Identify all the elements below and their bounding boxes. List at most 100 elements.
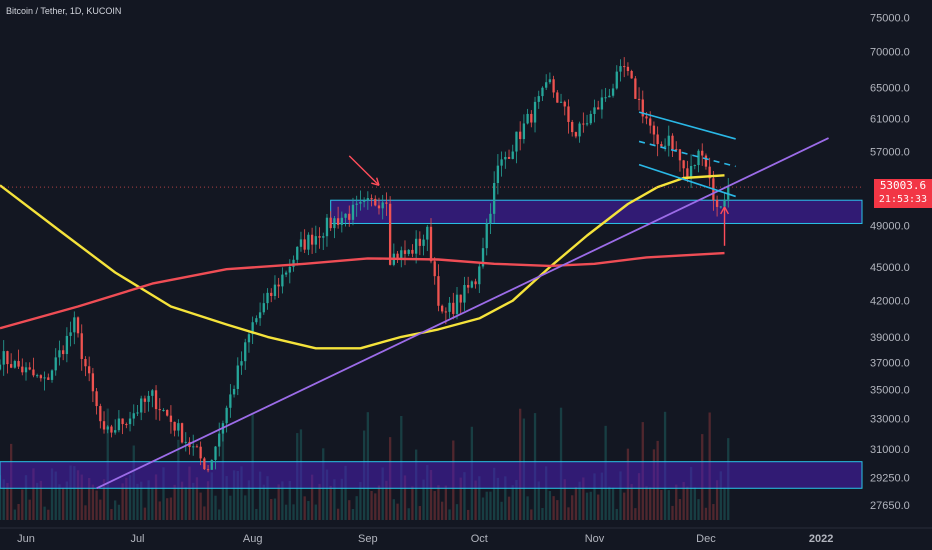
volume-bar — [47, 509, 50, 520]
volume-bar — [240, 466, 243, 520]
candle-body — [485, 223, 488, 249]
volume-bar — [589, 491, 592, 520]
volume-bar — [91, 484, 95, 520]
volume-bar — [39, 480, 43, 520]
candle-body — [318, 236, 321, 238]
volume-bar — [474, 480, 477, 520]
volume-bar — [678, 499, 682, 520]
candle-body — [418, 238, 422, 246]
candle-body — [493, 183, 496, 214]
candle-body — [192, 446, 195, 448]
candle-body — [489, 213, 492, 224]
volume-bar — [578, 481, 581, 520]
candle-body — [704, 155, 708, 167]
price-tick-label: 49000.0 — [870, 220, 910, 232]
volume-bar — [80, 474, 83, 520]
volume-bar — [463, 472, 466, 520]
candle-body — [247, 334, 251, 343]
volume-bar — [307, 501, 310, 520]
candle-body — [366, 198, 369, 201]
candle-body — [623, 66, 626, 68]
volume-bar — [110, 509, 113, 520]
volume-bar — [567, 507, 570, 520]
candle-body — [585, 123, 589, 125]
volume-bar — [496, 477, 500, 520]
candle-body — [2, 351, 5, 365]
volume-bar — [114, 500, 117, 520]
candle-body — [481, 248, 485, 267]
candle-body — [574, 132, 578, 137]
candle-body — [526, 113, 529, 124]
volume-bar — [95, 490, 98, 520]
volume-bar — [199, 492, 202, 520]
candle-body — [340, 217, 343, 225]
support-zones — [0, 199, 863, 489]
candle-body — [296, 246, 299, 260]
volume-bar — [173, 484, 176, 520]
candle-body — [128, 418, 132, 425]
candle-body — [701, 150, 704, 156]
volume-bar — [102, 479, 106, 520]
price-tick-label: 35000.0 — [870, 385, 910, 397]
candle-body — [715, 199, 719, 207]
volume-bar — [493, 467, 496, 520]
candle-body — [396, 253, 399, 260]
volume-bar — [28, 499, 31, 520]
time-tick-label: Sep — [358, 533, 378, 545]
candle-body — [281, 274, 284, 287]
time-tick-label: Jul — [130, 533, 144, 545]
candle-body — [708, 166, 711, 179]
volume-bar — [660, 489, 663, 520]
volume-bar — [218, 509, 221, 520]
candle-body — [143, 398, 147, 402]
candle-body — [362, 200, 366, 202]
volume-bar — [370, 490, 373, 520]
candle-body — [121, 418, 124, 425]
volume-bar — [281, 481, 284, 520]
candle-body — [656, 134, 659, 145]
slow-moving-average — [0, 251, 725, 330]
candle-body — [303, 239, 306, 250]
candle-body — [36, 375, 39, 377]
candle-body — [69, 332, 72, 336]
candle-body — [452, 302, 455, 314]
volume-bar — [303, 496, 306, 520]
candle-body — [288, 266, 291, 273]
volume-bar — [697, 499, 700, 520]
candle-body — [151, 390, 154, 396]
channel-line — [638, 163, 736, 198]
candle-body — [571, 121, 574, 133]
candle-body — [615, 71, 618, 89]
candle-body — [530, 113, 533, 123]
candle-body — [229, 394, 232, 408]
candle-body — [162, 409, 165, 411]
candle-body — [91, 373, 95, 392]
volume-bar — [719, 471, 722, 520]
volume-bar — [318, 483, 321, 520]
candle-body — [426, 226, 429, 240]
candle-body — [232, 388, 236, 395]
candle-body — [667, 135, 670, 146]
candle-body — [344, 213, 347, 218]
candle-body — [206, 469, 210, 471]
candle-body — [686, 168, 689, 178]
candlestick-series — [0, 57, 730, 473]
candle-body — [429, 226, 433, 262]
volume-bar — [99, 499, 102, 520]
volume-bar — [526, 496, 529, 520]
volume-bar — [151, 487, 154, 520]
candle-body — [463, 285, 466, 303]
volume-bar — [686, 486, 689, 520]
candle-body — [88, 366, 91, 374]
candle-body — [177, 423, 180, 431]
candle-body — [552, 79, 555, 93]
candle-body — [292, 259, 295, 267]
volume-bar — [545, 466, 548, 520]
volume-bar — [166, 498, 169, 520]
volume-bar — [374, 493, 377, 520]
volume-bar — [593, 473, 596, 520]
candle-body — [697, 150, 700, 166]
candle-body — [39, 375, 43, 379]
channel-midline — [638, 140, 736, 168]
